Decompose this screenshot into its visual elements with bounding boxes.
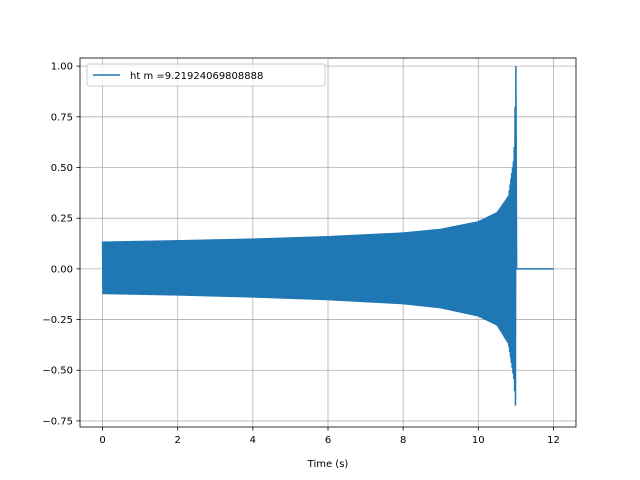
y-tick-label: 0.50 — [51, 163, 73, 174]
y-tick-label: −0.75 — [42, 416, 73, 427]
x-tick-label: 12 — [547, 435, 560, 446]
y-tick-label: −0.25 — [42, 315, 73, 326]
x-tick-label: 2 — [175, 435, 181, 446]
series-line — [101, 66, 554, 406]
x-tick-label: 8 — [400, 435, 406, 446]
legend-frame — [86, 63, 326, 87]
plot-area — [101, 66, 554, 406]
x-tick-label: 4 — [250, 435, 256, 446]
y-tick-label: −0.50 — [42, 366, 73, 377]
ticks: 0 2 4 6 8 10 12 −0.75 −0.50 −0.25 0.00 0.25 0.50 0.75… — [42, 62, 559, 446]
x-tick-label: 0 — [99, 435, 105, 446]
y-tick-label: 0.25 — [51, 214, 73, 225]
y-tick-label: 0.75 — [51, 112, 73, 123]
y-tick-label: 0.00 — [51, 264, 73, 275]
legend: ht m =9.21924069808888 — [86, 63, 326, 87]
y-tick-label: 1.00 — [51, 62, 73, 73]
legend-label: ht m =9.21924069808888 — [130, 71, 263, 82]
x-axis-label: Time (s) — [307, 459, 349, 470]
x-tick-label: 10 — [472, 435, 485, 446]
x-tick-label: 6 — [325, 435, 331, 446]
